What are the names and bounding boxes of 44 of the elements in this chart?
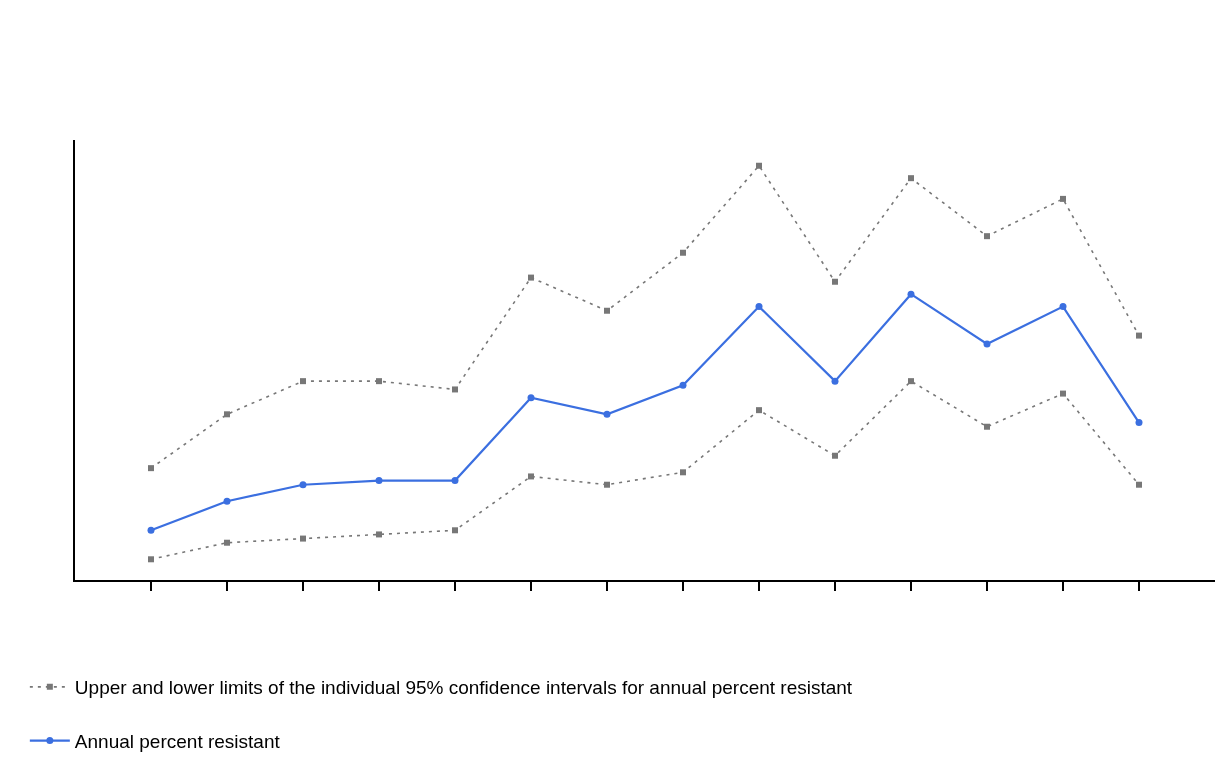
point xyxy=(604,481,610,488)
point xyxy=(224,539,230,546)
point xyxy=(224,411,230,418)
point xyxy=(680,249,686,256)
point xyxy=(147,526,155,534)
point xyxy=(908,378,914,385)
point xyxy=(376,378,382,385)
point xyxy=(527,394,535,402)
point xyxy=(300,378,306,385)
point xyxy=(528,274,534,281)
point xyxy=(603,410,611,418)
point xyxy=(223,497,231,505)
point xyxy=(755,303,763,311)
point xyxy=(376,531,382,538)
point xyxy=(1136,332,1142,339)
point xyxy=(452,386,458,393)
point xyxy=(983,340,991,348)
point xyxy=(984,423,990,430)
point xyxy=(1059,303,1067,311)
point xyxy=(604,307,610,314)
point xyxy=(148,556,154,563)
legend-label: Upper and lower limits of the individual 95% confidence intervals for annual percent resistant xyxy=(74,677,853,699)
point xyxy=(1136,481,1142,488)
point xyxy=(1060,390,1066,397)
point xyxy=(148,465,154,472)
point xyxy=(832,452,838,459)
point xyxy=(832,278,838,285)
point xyxy=(756,407,762,414)
point xyxy=(1060,195,1066,202)
point xyxy=(375,477,383,485)
point xyxy=(1135,419,1143,427)
point xyxy=(300,535,306,542)
point xyxy=(984,233,990,240)
point xyxy=(831,377,839,385)
point xyxy=(756,162,762,169)
point xyxy=(907,290,915,298)
point xyxy=(908,175,914,182)
point xyxy=(451,477,459,485)
legend-label: Annual percent resistant xyxy=(74,730,281,752)
point xyxy=(299,481,307,489)
point xyxy=(680,469,686,476)
point xyxy=(679,381,687,389)
point xyxy=(452,527,458,534)
point xyxy=(528,473,534,480)
